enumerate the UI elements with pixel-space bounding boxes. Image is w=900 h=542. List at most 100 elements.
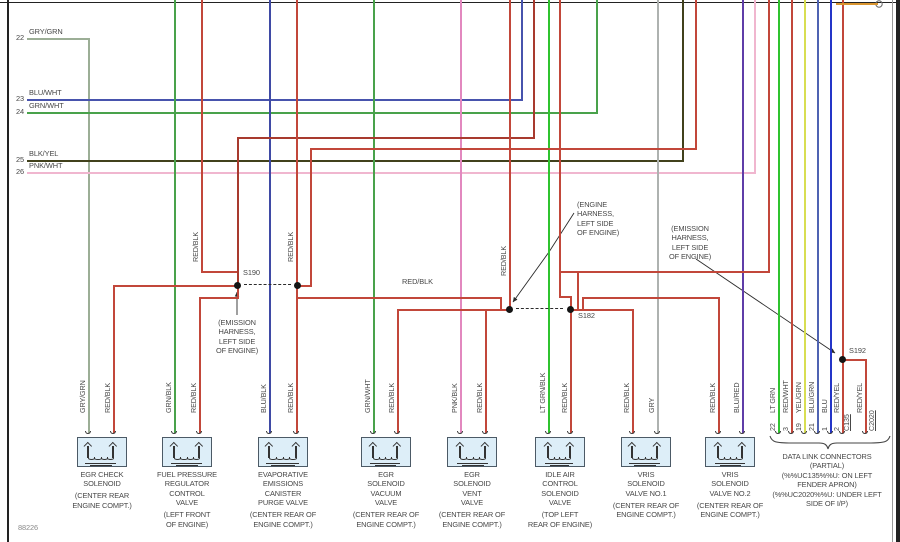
wire-segment [754, 0, 756, 174]
wire-segment [791, 0, 793, 433]
terminal-hook-icon [653, 430, 661, 435]
coil-core-line [171, 462, 202, 464]
wire-segment [657, 0, 659, 433]
coil-core-line [270, 465, 295, 467]
wire-segment [460, 0, 462, 433]
terminal-hook-icon [84, 430, 92, 435]
dlc-pin-number: 2 [832, 427, 841, 431]
splice-dashed-link [516, 308, 563, 310]
component-name-line: EVAPORATIVE [258, 470, 308, 479]
dlc-wire-color-label: LT GRN [768, 387, 777, 413]
coil-core-line [457, 462, 488, 464]
dlc-caption-line: (%%UC135%%U: ON LEFT [781, 470, 873, 480]
wire-segment [682, 0, 684, 162]
coil-core-line [266, 462, 299, 464]
harness-note-line: (ENGINE [577, 200, 608, 209]
dlc-wire-color-label: BLU [820, 399, 829, 413]
component-name-line: VALVE NO.1 [625, 488, 667, 498]
wire-segment [596, 0, 598, 114]
wire-segment [237, 137, 535, 139]
component-name-line: SOLENOID [367, 479, 405, 489]
wire-segment [570, 309, 572, 433]
harness-note-line: LEFT SIDE [218, 336, 256, 346]
terminal-hook-icon [544, 430, 552, 435]
component-location-line: ENGINE COMPT.) [72, 500, 132, 510]
dlc-pin-number: 3 [781, 427, 790, 431]
wire-segment [269, 0, 271, 433]
coil-arrow-line [656, 446, 658, 458]
terminal-hook-icon [826, 430, 834, 435]
wire-segment [632, 309, 634, 433]
component-name-line: EGR [464, 470, 480, 479]
splice-dot [566, 305, 574, 313]
coil-core-line [545, 462, 573, 464]
terminal-hook-icon [838, 430, 846, 435]
component-pin-wire-label: GRN/WHT [363, 379, 372, 413]
dlc-caption-line: DATA LINK CONNECTORS [782, 452, 872, 461]
component-name-line: VALVE [548, 498, 572, 508]
wire-segment [533, 0, 535, 139]
coil-turn-icon [289, 456, 297, 461]
component-label: VRIS SOLENOID VALVE NO.2 (CENTER REAR OF ENG… [684, 470, 776, 520]
terminal-hook-icon [481, 430, 489, 435]
wire-segment [373, 0, 375, 433]
terminal-hook-icon [566, 430, 574, 435]
dlc-pin-number: 19 [794, 423, 803, 431]
terminal-hook-icon [787, 430, 795, 435]
component-location-line: (LEFT FRONT [163, 510, 211, 520]
wire-segment [718, 297, 720, 433]
left-pin-number: 25 [15, 155, 24, 164]
component-pin-wire-label: BLU/RED [732, 382, 741, 413]
wire-segment [296, 285, 298, 433]
coil-turn-icon [478, 456, 486, 461]
splice-label: S182 [578, 311, 595, 320]
wire-segment [570, 296, 572, 311]
harness-note-line: LEFT SIDE [671, 242, 709, 252]
left-pin-number: 22 [15, 33, 24, 42]
component-location-line: ENGINE COMPT.) [356, 519, 416, 529]
component-name-line: VRIS [721, 470, 739, 479]
wire-segment [485, 309, 487, 433]
component-pin-wire-label: RED/BLK [103, 382, 112, 413]
left-pin-wire-label: GRY/GRN [29, 27, 63, 36]
coil-arrow-line [547, 446, 549, 458]
wire-segment [548, 0, 550, 433]
wire-segment [842, 0, 844, 433]
coil-core-line [549, 465, 569, 467]
note-arrow [512, 212, 575, 303]
harness-note: (EMISSION HARNESS, LEFT SIDE OF ENGINE) [654, 224, 726, 262]
component-location-line: (CENTER REAR OF [696, 500, 764, 510]
harness-note-line: OF ENGINE) [577, 228, 620, 238]
right-border-thin [891, 0, 893, 542]
harness-note-line: LEFT SIDE [577, 218, 614, 228]
left-pin-wire-label: GRN/WHT [29, 101, 64, 110]
wire-segment [865, 359, 867, 433]
component-name-line: FUEL PRESSURE [156, 470, 218, 479]
harness-note: (ENGINE HARNESS, LEFT SIDE OF ENGINE) [577, 200, 647, 238]
terminal-hook-icon [265, 430, 273, 435]
component-name-line: VALVE [175, 498, 199, 508]
component-name-line: SOLENOID [711, 479, 749, 489]
component-name-line: EGR [378, 470, 394, 479]
coil-arrow-line [372, 446, 374, 458]
harness-note-line: HARNESS, [218, 327, 256, 337]
wire-segment [201, 271, 239, 273]
component-name-line: VRIS [637, 470, 655, 479]
coil-turn-icon [192, 456, 200, 461]
terminal-hook-icon [714, 430, 722, 435]
harness-note-line: OF ENGINE) [668, 252, 712, 262]
wire-color-label: RED/BLK [286, 231, 295, 262]
left-border [7, 0, 9, 542]
component-location-line: ENGINE COMPT.) [253, 519, 313, 529]
coil-arrow-line [198, 446, 200, 458]
coil-arrow-line [396, 446, 398, 458]
terminal-hook-icon [109, 430, 117, 435]
component-box [535, 437, 585, 467]
component-label: EVAPORATIVE EMISSIONS CANISTER PURGE VALVE (… [237, 470, 329, 529]
wire-segment [113, 285, 239, 287]
coil-turn-icon [391, 456, 398, 461]
coil-turn-icon [650, 456, 658, 461]
component-box [621, 437, 671, 467]
left-pin-wire-label: PNK/WHT [29, 161, 63, 170]
component-name-line: VACUUM [370, 488, 402, 498]
